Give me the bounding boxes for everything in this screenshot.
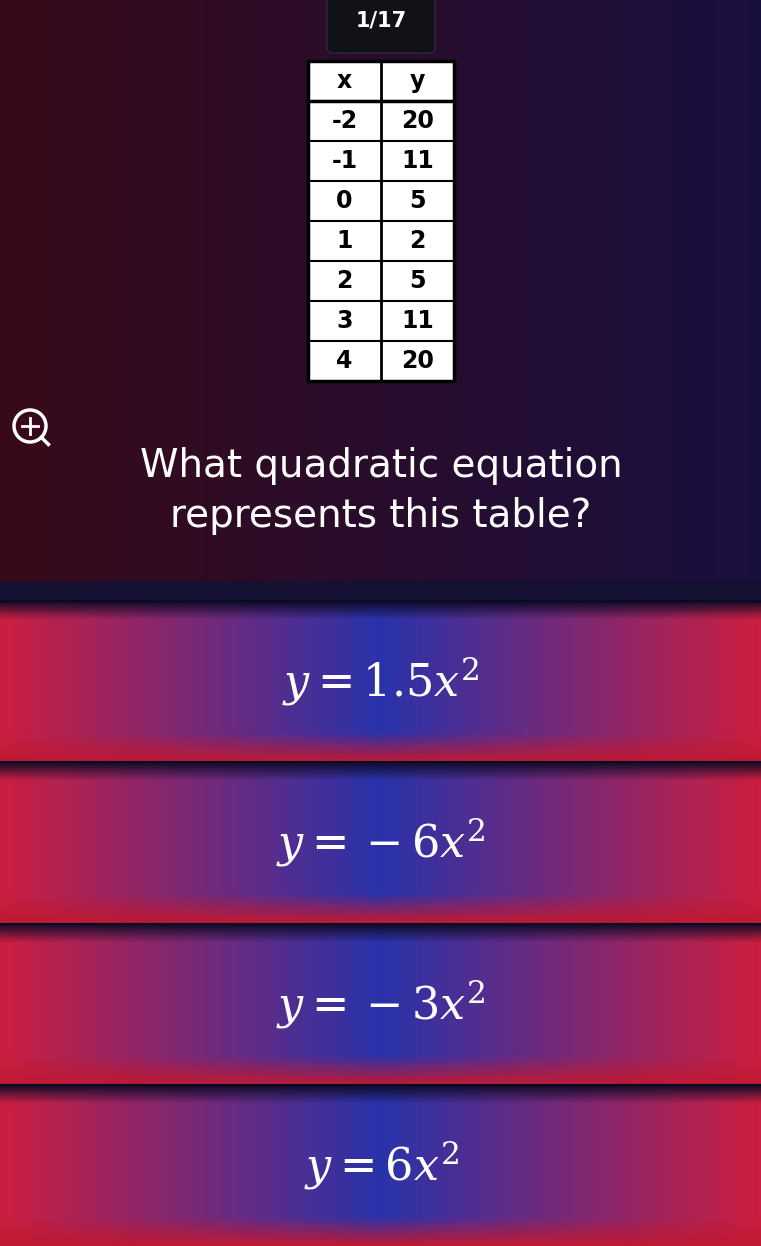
- Text: y: y: [410, 69, 425, 93]
- Bar: [308, 61, 454, 381]
- Text: 20: 20: [401, 108, 434, 133]
- Text: represents this table?: represents this table?: [170, 497, 592, 535]
- Text: x: x: [337, 69, 352, 93]
- Text: 11: 11: [401, 150, 434, 173]
- Text: -2: -2: [332, 108, 358, 133]
- Text: 2: 2: [336, 269, 352, 293]
- Text: $y = -6x^2$: $y = -6x^2$: [276, 816, 486, 870]
- Text: 1: 1: [336, 229, 352, 253]
- Text: 1/17: 1/17: [355, 11, 406, 31]
- Text: -1: -1: [332, 150, 358, 173]
- Text: What quadratic equation: What quadratic equation: [140, 447, 622, 485]
- Text: 5: 5: [409, 269, 425, 293]
- Text: 4: 4: [336, 349, 352, 373]
- Text: 20: 20: [401, 349, 434, 373]
- Text: $y = 1.5x^2$: $y = 1.5x^2$: [282, 655, 479, 708]
- Text: $y = -3x^2$: $y = -3x^2$: [276, 978, 486, 1030]
- Text: 11: 11: [401, 309, 434, 333]
- Text: $y = 6x^2$: $y = 6x^2$: [304, 1139, 458, 1192]
- Text: 3: 3: [336, 309, 353, 333]
- Text: 0: 0: [336, 189, 353, 213]
- FancyBboxPatch shape: [327, 0, 435, 54]
- Text: 5: 5: [409, 189, 425, 213]
- Text: 2: 2: [409, 229, 425, 253]
